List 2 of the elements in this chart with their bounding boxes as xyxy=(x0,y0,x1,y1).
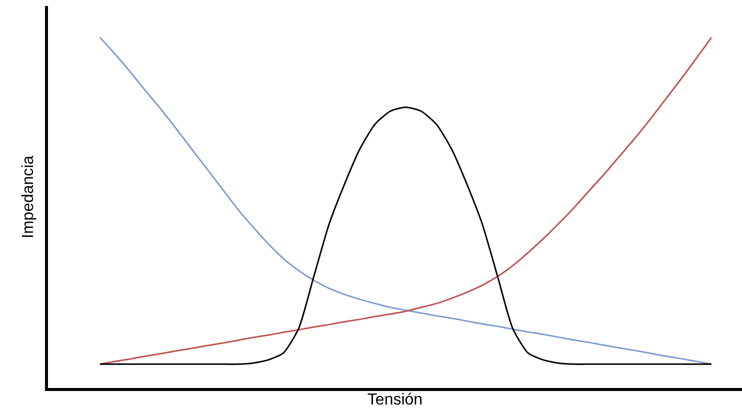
x-axis-title: Tensión xyxy=(367,392,423,409)
y-axis-title: Impedancia xyxy=(20,156,37,238)
